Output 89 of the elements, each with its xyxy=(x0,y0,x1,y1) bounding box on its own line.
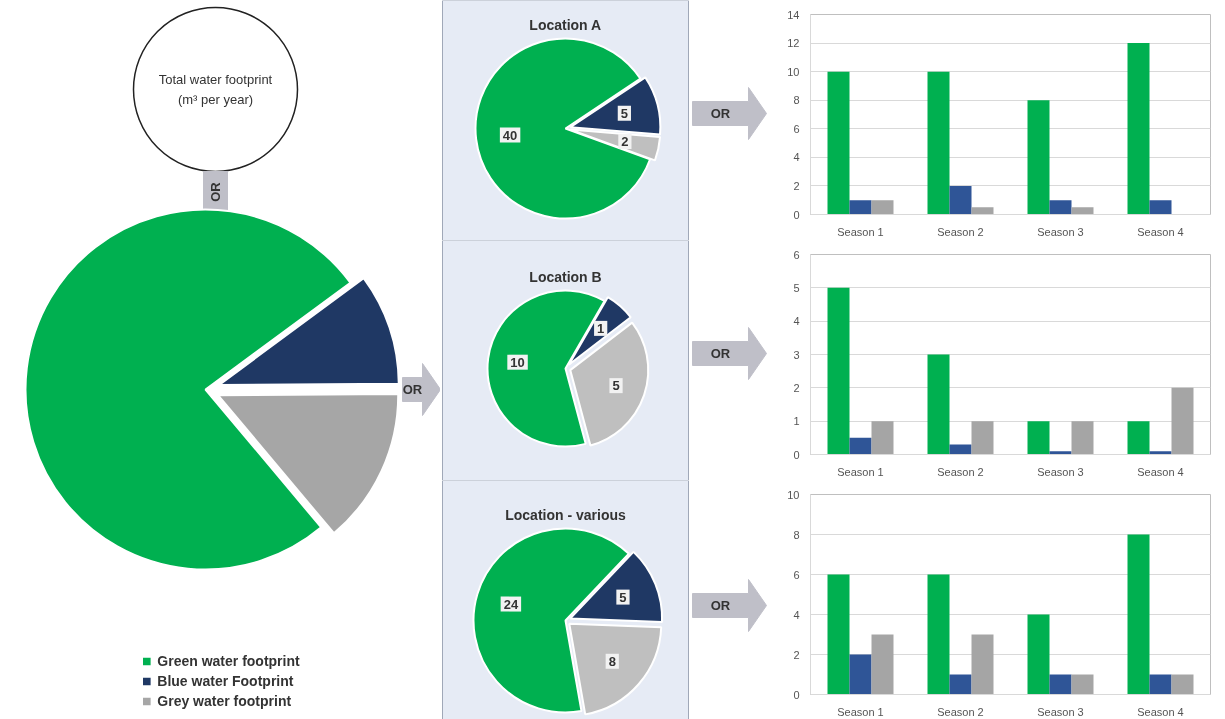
y-tick-label: 8 xyxy=(793,528,800,541)
legend-label: Blue water Footprint xyxy=(157,673,294,689)
x-tick-label: Season 3 xyxy=(1037,465,1084,478)
bar xyxy=(1149,674,1172,695)
x-tick-label: Season 3 xyxy=(1037,705,1084,718)
bar xyxy=(1071,674,1094,695)
data-label: 5 xyxy=(619,589,627,605)
x-tick-label: Season 4 xyxy=(1137,225,1184,238)
y-tick-label: 0 xyxy=(793,208,800,221)
text: Total water footprint (m³ per year) xyxy=(158,72,273,107)
x-tick-label: Season 1 xyxy=(837,465,884,478)
bar xyxy=(949,185,972,215)
x-tick-label: Season 1 xyxy=(837,225,884,238)
bar xyxy=(927,71,950,215)
data-label: 8 xyxy=(608,653,616,669)
y-tick-label: 2 xyxy=(793,381,800,394)
bar xyxy=(971,207,994,215)
y-tick-label: 10 xyxy=(787,488,800,501)
y-tick-label: 5 xyxy=(793,281,800,294)
y-tick-label: 6 xyxy=(793,568,800,581)
bar xyxy=(927,574,950,695)
y-tick-label: 12 xyxy=(787,37,800,50)
bar xyxy=(1171,387,1194,455)
data-label: 5 xyxy=(612,378,620,394)
chart-title: Location B xyxy=(529,268,602,285)
x-tick-label: Season 4 xyxy=(1137,705,1184,718)
bar xyxy=(1049,200,1072,215)
x-tick-label: Season 4 xyxy=(1137,465,1184,478)
x-tick-label: Season 1 xyxy=(837,705,884,718)
y-tick-label: 2 xyxy=(793,648,800,661)
bar xyxy=(1149,200,1172,215)
y-tick-label: 6 xyxy=(793,122,800,135)
bar xyxy=(927,354,950,455)
y-tick-label: 4 xyxy=(793,315,800,328)
bar xyxy=(849,437,872,455)
bar xyxy=(1027,421,1050,455)
data-label: 5 xyxy=(620,105,628,121)
bar xyxy=(1127,421,1150,455)
text: OR xyxy=(710,346,731,361)
text: OR xyxy=(710,598,731,613)
bar xyxy=(971,634,994,695)
bar xyxy=(1071,207,1094,215)
text: OR xyxy=(402,382,423,397)
text: OR xyxy=(710,106,731,121)
data-label: 40 xyxy=(502,127,518,143)
bar xyxy=(949,674,972,695)
bar xyxy=(1049,451,1072,455)
bar xyxy=(1127,534,1150,695)
x-tick-label: Season 2 xyxy=(937,225,984,238)
bar xyxy=(871,200,894,215)
data-label: 1 xyxy=(597,320,605,336)
x-tick-label: Season 3 xyxy=(1037,225,1084,238)
y-tick-label: 6 xyxy=(793,248,800,261)
data-label: 24 xyxy=(503,596,519,612)
bar xyxy=(971,421,994,455)
bar xyxy=(949,444,972,455)
bar xyxy=(827,71,850,215)
chart-title: Location - various xyxy=(505,506,626,523)
legend-label: Grey water footprint xyxy=(157,693,292,709)
bar xyxy=(1027,614,1050,695)
y-tick-label: 10 xyxy=(787,65,800,78)
data-label: 10 xyxy=(510,354,525,370)
y-tick-label: 3 xyxy=(793,348,800,361)
bar xyxy=(827,287,850,455)
bar xyxy=(1149,451,1172,455)
y-tick-label: 1 xyxy=(793,415,800,428)
chart-title: Location A xyxy=(529,16,602,33)
y-tick-label: 0 xyxy=(793,448,800,461)
bar xyxy=(827,574,850,695)
bar xyxy=(1171,674,1194,695)
y-tick-label: 8 xyxy=(793,94,800,107)
bar xyxy=(1127,43,1150,215)
data-label: 2 xyxy=(621,133,629,149)
bar xyxy=(849,200,872,215)
legend-label: Green water footprint xyxy=(157,653,300,669)
y-tick-label: 14 xyxy=(787,8,800,21)
bar xyxy=(1027,100,1050,215)
bar xyxy=(849,654,872,695)
x-tick-label: Season 2 xyxy=(937,705,984,718)
bar xyxy=(1071,421,1094,455)
bar xyxy=(871,634,894,695)
y-tick-label: 4 xyxy=(793,608,800,621)
y-tick-label: 0 xyxy=(793,688,800,701)
bar xyxy=(871,421,894,455)
text: OR xyxy=(208,181,223,202)
y-tick-label: 4 xyxy=(793,151,800,164)
x-tick-label: Season 2 xyxy=(937,465,984,478)
bar xyxy=(1049,674,1072,695)
y-tick-label: 2 xyxy=(793,179,800,192)
